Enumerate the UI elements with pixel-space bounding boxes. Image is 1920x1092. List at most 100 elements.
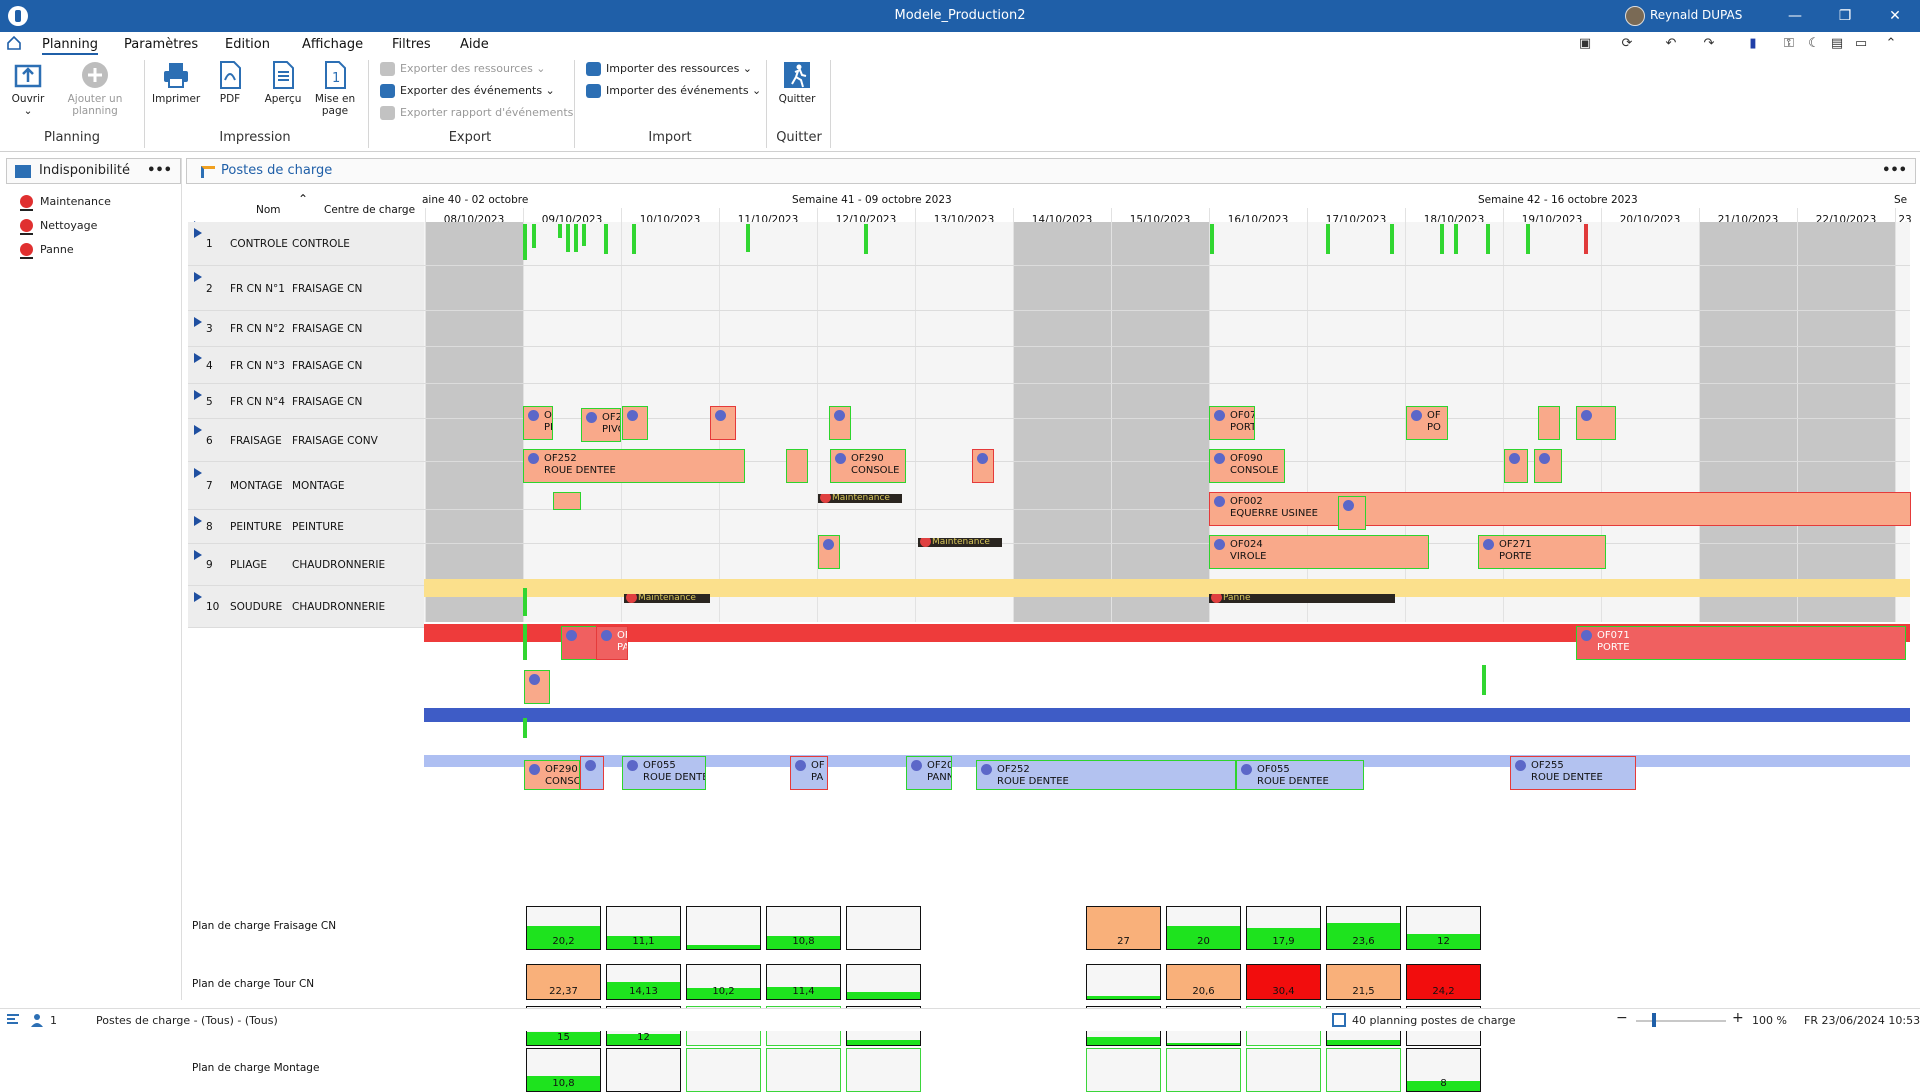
event-bar[interactable]: OF290 CONSO [524, 760, 580, 790]
row-expand-arrow-icon[interactable] [194, 550, 202, 560]
export-resources-button[interactable]: Exporter des ressources ⌄ [378, 60, 546, 78]
key-icon[interactable]: ⚿ [1784, 36, 1794, 51]
event-bar[interactable]: OF0PAN [596, 626, 628, 660]
load-cell[interactable]: 20,6 [1166, 964, 1241, 1000]
maximize-button[interactable]: ❐ [1838, 8, 1852, 24]
load-cell[interactable] [846, 906, 921, 950]
preview-button[interactable]: Aperçu [262, 60, 304, 105]
row-header[interactable] [188, 462, 424, 509]
home-icon[interactable] [6, 35, 22, 51]
zoom-slider-thumb[interactable] [1652, 1013, 1656, 1027]
load-cell[interactable]: 20,2 [526, 906, 601, 950]
row-expand-arrow-icon[interactable] [194, 317, 202, 327]
row-expand-arrow-icon[interactable] [194, 468, 202, 478]
load-cell[interactable]: 23,6 [1326, 906, 1401, 950]
page-setup-button[interactable]: 1 Mise en page [312, 60, 358, 117]
zoom-slider[interactable] [1636, 1020, 1726, 1022]
export-report-button[interactable]: Exporter rapport d'événements [378, 104, 573, 122]
load-cell[interactable]: 8 [1406, 1048, 1481, 1092]
event-bar[interactable]: OF025PIVOT [523, 406, 553, 440]
pdf-button[interactable]: PDF [212, 60, 248, 105]
load-cell[interactable] [766, 1048, 841, 1092]
planning-selector-icon[interactable]: ▣ [1578, 36, 1592, 51]
column-header-name[interactable]: Nom [256, 204, 281, 216]
legend-item-maintenance[interactable]: Maintenance [6, 190, 181, 214]
event-tick[interactable] [523, 718, 527, 738]
legend-item-nettoyage[interactable]: Nettoyage [6, 214, 181, 238]
undo-icon[interactable]: ↶ [1665, 36, 1677, 51]
event-bar[interactable] [561, 626, 597, 660]
row-expand-arrow-icon[interactable] [194, 390, 202, 400]
event-bar[interactable]: OF002 EQUERRE USINEE [1209, 492, 1911, 526]
event-bar[interactable]: OF071 PORTE [1576, 626, 1906, 660]
event-tick[interactable] [1526, 224, 1530, 254]
load-cell[interactable]: 10,8 [766, 906, 841, 950]
load-cell[interactable]: 17,9 [1246, 906, 1321, 950]
event-tick[interactable] [523, 588, 527, 616]
row-expand-arrow-icon[interactable] [194, 516, 202, 526]
event-tick[interactable] [1482, 665, 1486, 695]
tab-filtres[interactable]: Filtres [392, 37, 431, 52]
load-cell[interactable]: 11,1 [606, 906, 681, 950]
event-bar[interactable] [972, 449, 994, 483]
legend-item-panne[interactable]: Panne [6, 238, 181, 262]
event-tick[interactable] [1390, 224, 1394, 254]
event-bar[interactable] [786, 449, 808, 483]
load-cell[interactable] [686, 1048, 761, 1092]
tab-parametres[interactable]: Paramètres [124, 37, 199, 52]
event-tick[interactable] [1440, 224, 1444, 254]
minimize-button[interactable]: — [1788, 8, 1802, 24]
event-tick[interactable] [523, 224, 527, 260]
quit-button[interactable]: Quitter [774, 60, 820, 105]
row-header[interactable] [188, 347, 424, 383]
load-cell[interactable]: 21,5 [1326, 964, 1401, 1000]
import-events-button[interactable]: Importer des événements ⌄ [584, 82, 761, 100]
redo-icon[interactable]: ↷ [1703, 36, 1715, 51]
event-tick[interactable] [582, 224, 586, 246]
user-avatar[interactable] [1625, 6, 1645, 26]
event-bar[interactable] [622, 406, 648, 440]
load-cell[interactable]: 27 [1086, 906, 1161, 950]
load-cell[interactable]: 30,4 [1246, 964, 1321, 1000]
event-bar[interactable]: OF PA [790, 756, 828, 790]
load-cell[interactable]: 24,2 [1406, 964, 1481, 1000]
load-cell[interactable]: 22,37 [526, 964, 601, 1000]
event-tick[interactable] [1454, 224, 1458, 254]
collapse-ribbon-icon[interactable]: ⌃ [1885, 36, 1897, 51]
maintenance-block[interactable]: Maintenance [918, 538, 1002, 547]
zoom-in-button[interactable]: + [1732, 1010, 1744, 1026]
event-bar[interactable]: OF252 ROUE DENTEE [976, 760, 1236, 790]
open-button[interactable]: Ouvrir ⌄ [8, 60, 48, 117]
load-cell[interactable] [846, 964, 921, 1000]
event-tick[interactable] [604, 224, 608, 254]
tab-planning[interactable]: Planning [42, 37, 98, 55]
row-header[interactable] [188, 311, 424, 346]
event-bar[interactable] [524, 670, 550, 704]
refresh-icon[interactable]: ⟳ [1621, 36, 1633, 51]
row-expand-arrow-icon[interactable] [194, 353, 202, 363]
row-header[interactable] [188, 384, 424, 418]
event-tick[interactable] [574, 224, 578, 252]
close-button[interactable]: ✕ [1889, 8, 1901, 24]
dark-mode-icon[interactable]: ☾ [1808, 36, 1820, 51]
event-bar[interactable]: OF252 ROUE DENTEE [523, 449, 745, 483]
chat-icon[interactable]: ▭ [1854, 36, 1868, 51]
event-bar[interactable] [1576, 406, 1616, 440]
row-header[interactable] [188, 586, 424, 627]
row-header[interactable] [188, 266, 424, 310]
load-cell[interactable]: 10,8 [526, 1048, 601, 1092]
window-layout-icon[interactable]: ▤ [1830, 36, 1844, 51]
load-cell[interactable] [1086, 964, 1161, 1000]
load-cell[interactable]: 12 [1406, 906, 1481, 950]
event-bar[interactable] [1504, 449, 1528, 483]
event-tick[interactable] [558, 224, 562, 238]
event-bar[interactable] [1538, 406, 1560, 440]
user-name[interactable]: Reynald DUPAS [1650, 8, 1743, 22]
maintenance-block[interactable]: Maintenance [624, 594, 710, 603]
tab-edition[interactable]: Edition [225, 37, 270, 52]
load-cell[interactable] [1166, 1048, 1241, 1092]
panel-menu-button[interactable]: ••• [1882, 163, 1907, 178]
event-tick[interactable] [746, 224, 750, 252]
